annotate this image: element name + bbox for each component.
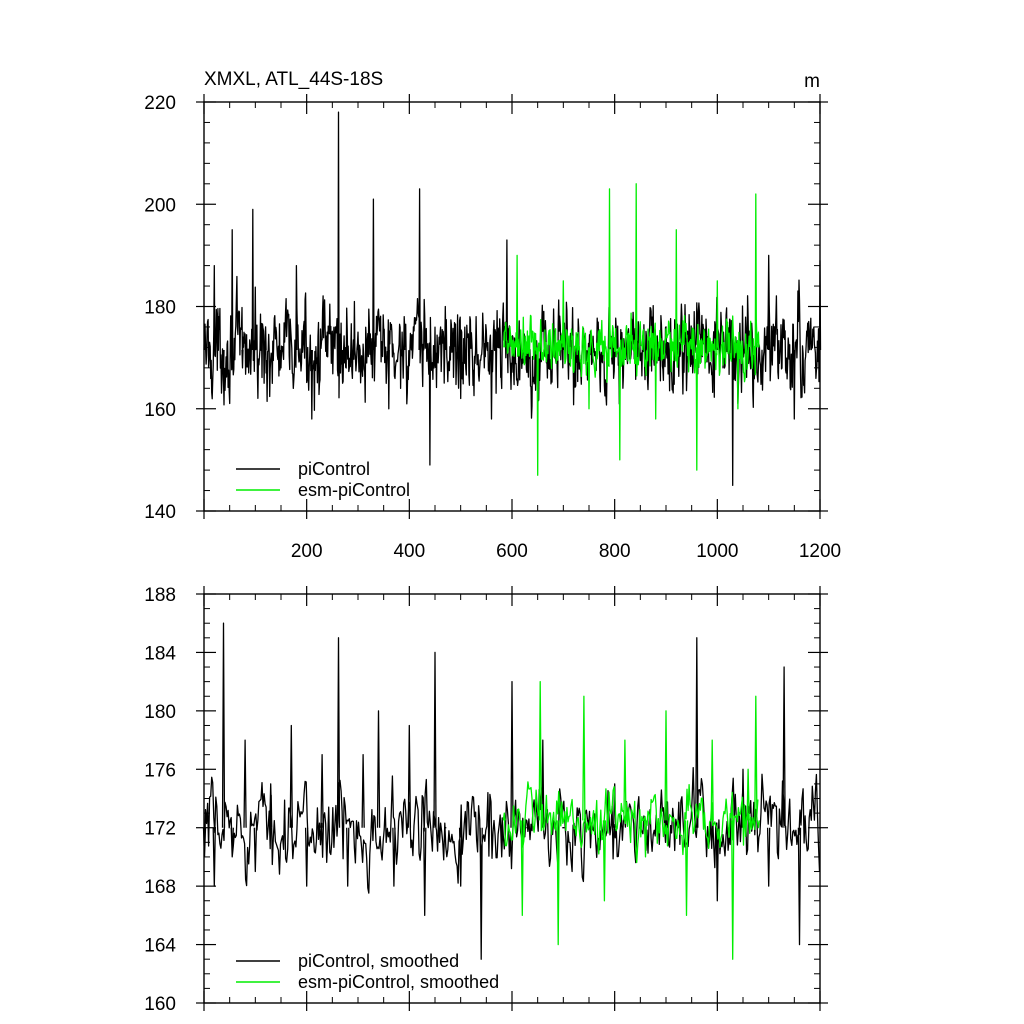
series-line-esm-picontrol	[503, 183, 760, 476]
panel1-series	[203, 111, 822, 487]
y-tick-label: 180	[144, 702, 176, 723]
y-tick-label: 168	[144, 877, 176, 898]
legend-label-picontrol-smoothed: piControl, smoothed	[298, 951, 459, 971]
y-tick-label: 188	[144, 585, 176, 606]
y-tick-label: 220	[144, 93, 176, 114]
panel2-plot-frame	[203, 593, 821, 1004]
top-panel: XMXL, ATL_44S-18S m 140 160 180 200 220 200 4…	[144, 69, 841, 562]
x-tick-label: 600	[496, 541, 528, 562]
panel2-legend: piControl, smoothed esm-piControl, smoot…	[236, 951, 499, 992]
panel1-units: m	[804, 71, 820, 92]
panel1-title: XMXL, ATL_44S-18S	[204, 69, 383, 90]
panel2-y-tick-labels: 160 164 168 172 176 180 184 188	[144, 585, 176, 1015]
y-tick-label: 176	[144, 760, 176, 781]
series-line-picontrol-smoothed	[202, 622, 821, 960]
legend-label-picontrol: piControl	[298, 459, 370, 479]
x-tick-label: 1000	[696, 541, 738, 562]
y-tick-label: 184	[144, 643, 176, 664]
bottom-panel: 160 164 168 172 176 180 184 188 piControl, smoo…	[144, 585, 828, 1015]
x-tick-label: 800	[599, 541, 631, 562]
x-tick-label: 1200	[799, 541, 841, 562]
x-tick-label: 200	[291, 541, 323, 562]
legend-label-esm-picontrol: esm-piControl	[298, 480, 410, 500]
series-line-esm-picontrol-smoothed	[502, 680, 761, 960]
series-line-picontrol	[203, 111, 822, 487]
panel1-ticks	[196, 94, 828, 519]
y-tick-label: 164	[144, 936, 176, 957]
panel2-ticks	[196, 586, 828, 1011]
y-tick-label: 180	[144, 298, 176, 319]
panel2-series	[202, 622, 821, 960]
x-tick-label: 400	[393, 541, 425, 562]
y-tick-label: 160	[144, 400, 176, 421]
y-tick-label: 172	[144, 819, 176, 840]
panel1-y-tick-labels: 140 160 180 200 220	[144, 93, 176, 523]
y-tick-label: 160	[144, 994, 176, 1015]
y-tick-label: 140	[144, 502, 176, 523]
panel1-x-tick-labels: 200 400 600 800 1000 1200	[291, 541, 841, 562]
y-tick-label: 200	[144, 195, 176, 216]
panel1-legend: piControl esm-piControl	[236, 459, 410, 500]
legend-label-esm-picontrol-smoothed: esm-piControl, smoothed	[298, 972, 499, 992]
